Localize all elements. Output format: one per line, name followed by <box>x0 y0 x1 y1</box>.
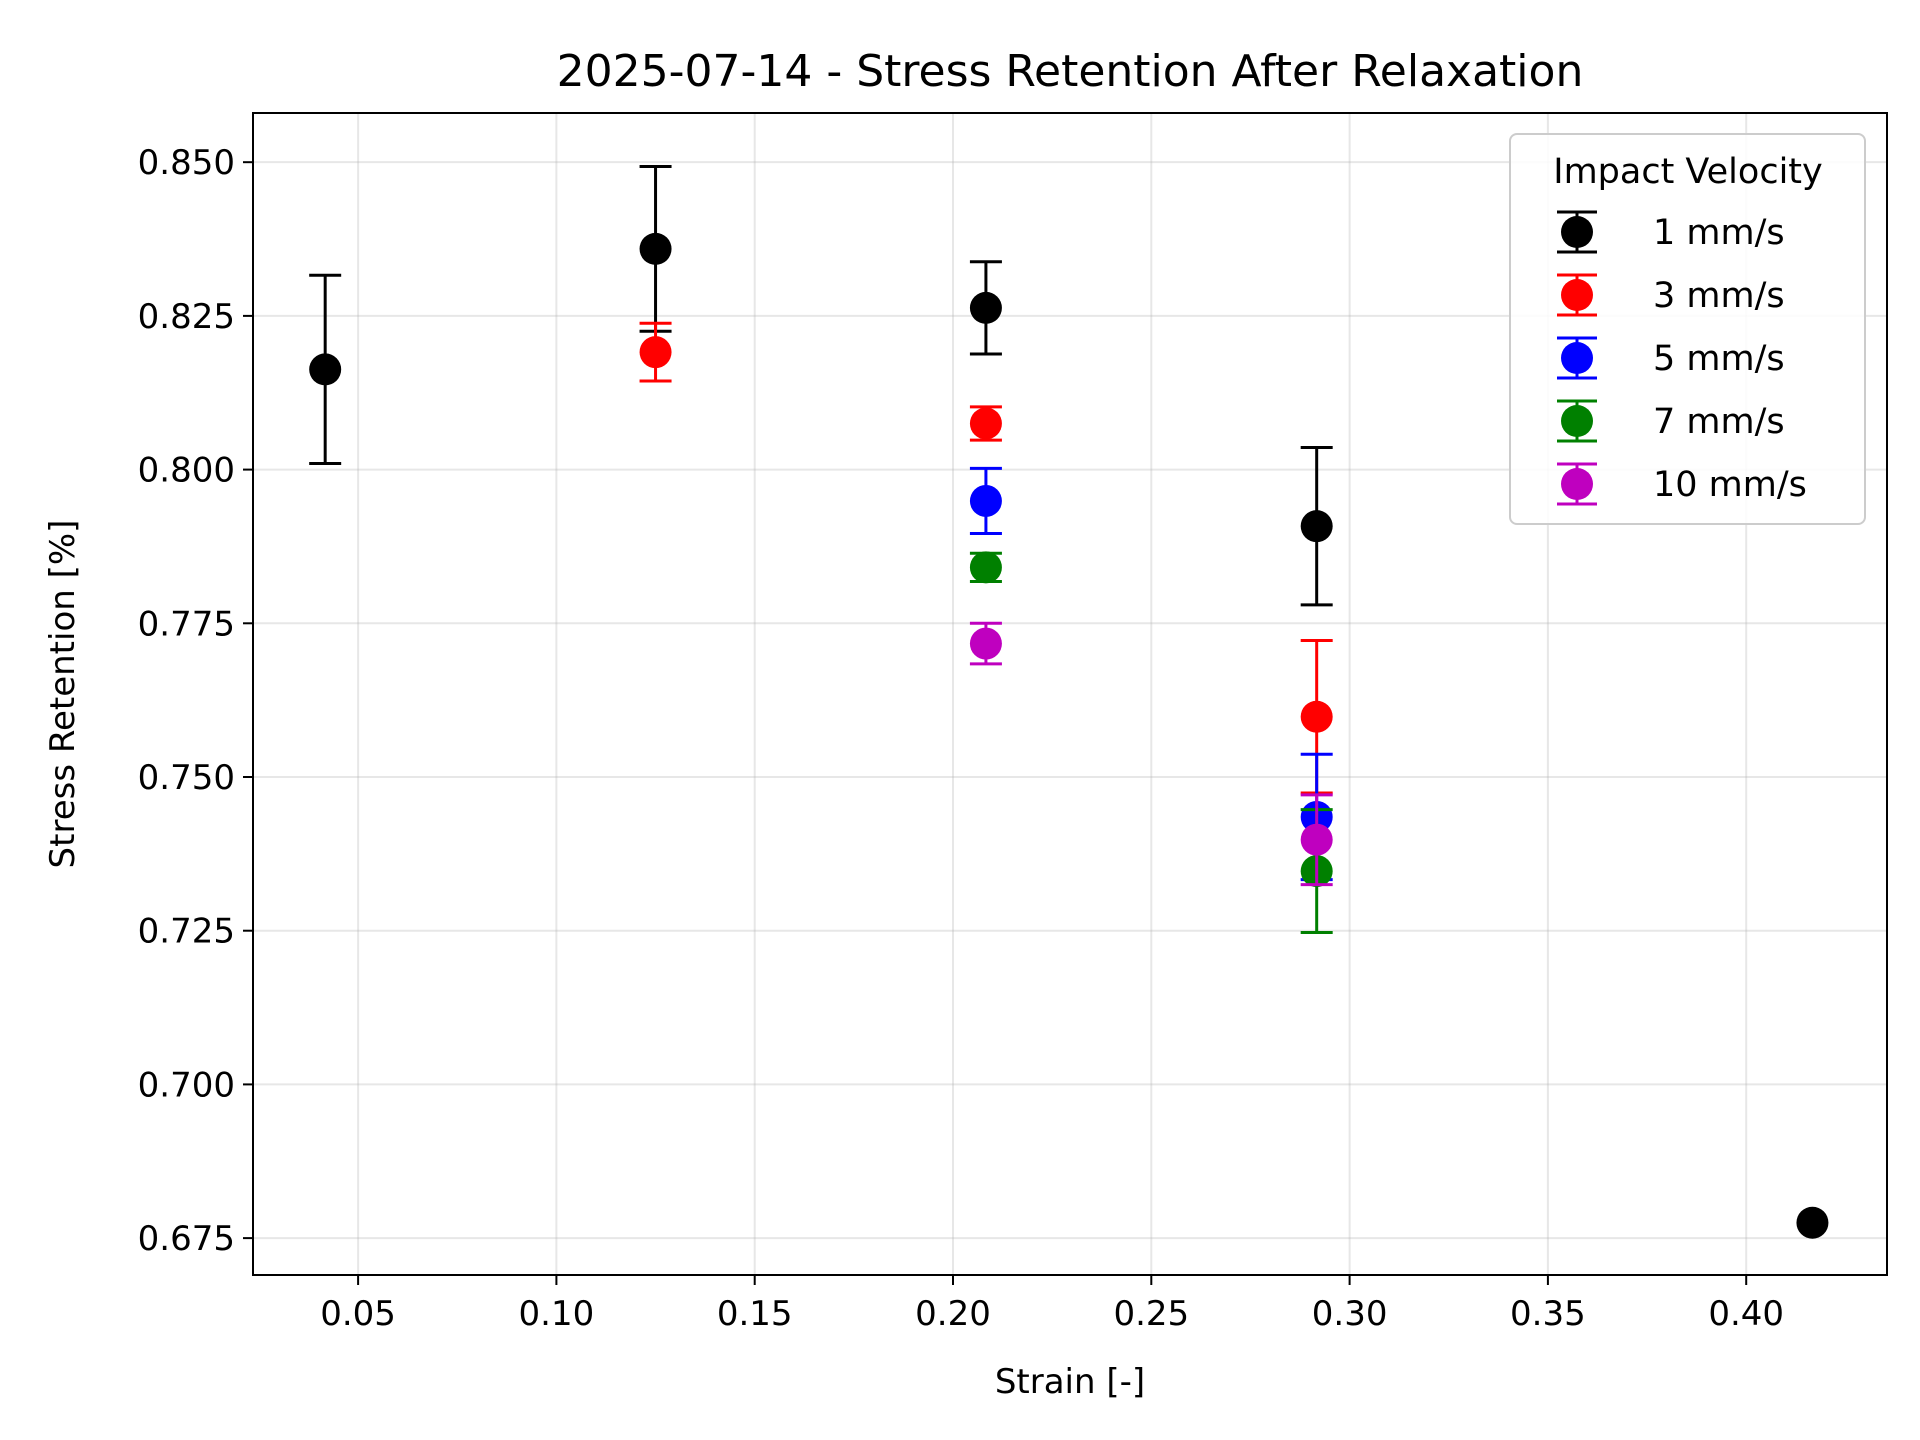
x-tick-label: 0.25 <box>1113 1294 1189 1334</box>
legend-label: 3 mm/s <box>1653 276 1785 316</box>
data-point <box>1300 700 1333 733</box>
data-point <box>969 484 1002 517</box>
legend-entry: 5 mm/s <box>1557 336 1785 380</box>
data-point <box>969 551 1002 584</box>
x-tick-label: 0.20 <box>915 1294 991 1334</box>
legend-marker <box>1561 468 1593 500</box>
chart-title: 2025-07-14 - Stress Retention After Rela… <box>557 46 1584 97</box>
legend: Impact Velocity 1 mm/s 3 mm/s 5 mm/s 7 mm/s… <box>1509 133 1866 525</box>
axis-ticks: 0.05 0.10 0.15 0.20 0.25 0.30 0.35 0.40 0.675 0.7… <box>138 143 1784 1334</box>
plot-frame <box>252 112 1888 1276</box>
x-tick-label: 0.15 <box>717 1294 793 1334</box>
legend-box <box>1509 133 1866 525</box>
y-tick-label: 0.825 <box>138 297 235 337</box>
x-tick-label: 0.05 <box>320 1294 396 1334</box>
plot-data <box>309 164 1829 1239</box>
data-point <box>969 407 1002 440</box>
y-tick-label: 0.725 <box>138 912 235 952</box>
data-point <box>1300 823 1333 856</box>
data-point <box>969 291 1002 324</box>
data-point <box>969 627 1002 660</box>
x-tick-label: 0.10 <box>519 1294 595 1334</box>
y-axis-label: Stress Retention [%] <box>43 520 83 869</box>
legend-entry: 1 mm/s <box>1557 210 1785 254</box>
legend-label: 1 mm/s <box>1653 213 1785 253</box>
data-point <box>1300 510 1333 543</box>
legend-marker <box>1561 279 1593 311</box>
series-group <box>969 551 1333 935</box>
x-tick-label: 0.40 <box>1708 1294 1784 1334</box>
legend-title: Impact Velocity <box>1553 152 1822 192</box>
x-tick-label: 0.35 <box>1510 1294 1586 1334</box>
data-point <box>309 353 342 386</box>
data-point <box>639 336 672 369</box>
y-tick-label: 0.800 <box>138 451 235 491</box>
legend-entry: 3 mm/s <box>1557 273 1785 317</box>
y-tick-label: 0.850 <box>138 143 235 183</box>
data-point <box>1796 1206 1829 1239</box>
y-tick-label: 0.750 <box>138 758 235 798</box>
legend-label: 7 mm/s <box>1653 402 1785 442</box>
legend-marker <box>1561 216 1593 248</box>
series-group <box>969 621 1333 887</box>
y-tick-label: 0.700 <box>138 1065 235 1105</box>
legend-marker <box>1561 342 1593 374</box>
legend-marker <box>1561 405 1593 437</box>
legend-entry: 10 mm/s <box>1557 462 1807 506</box>
legend-label: 5 mm/s <box>1653 339 1785 379</box>
legend-label: 10 mm/s <box>1653 465 1807 505</box>
data-point <box>639 232 672 265</box>
series-group <box>309 164 1829 1239</box>
y-tick-label: 0.775 <box>138 604 235 644</box>
x-tick-label: 0.30 <box>1312 1294 1388 1334</box>
x-axis-label: Strain [-] <box>995 1362 1145 1402</box>
legend-entry: 7 mm/s <box>1557 399 1785 443</box>
legend-entries: 1 mm/s 3 mm/s 5 mm/s 7 mm/s 10 mm/s <box>1557 210 1807 506</box>
y-tick-label: 0.675 <box>138 1219 235 1259</box>
